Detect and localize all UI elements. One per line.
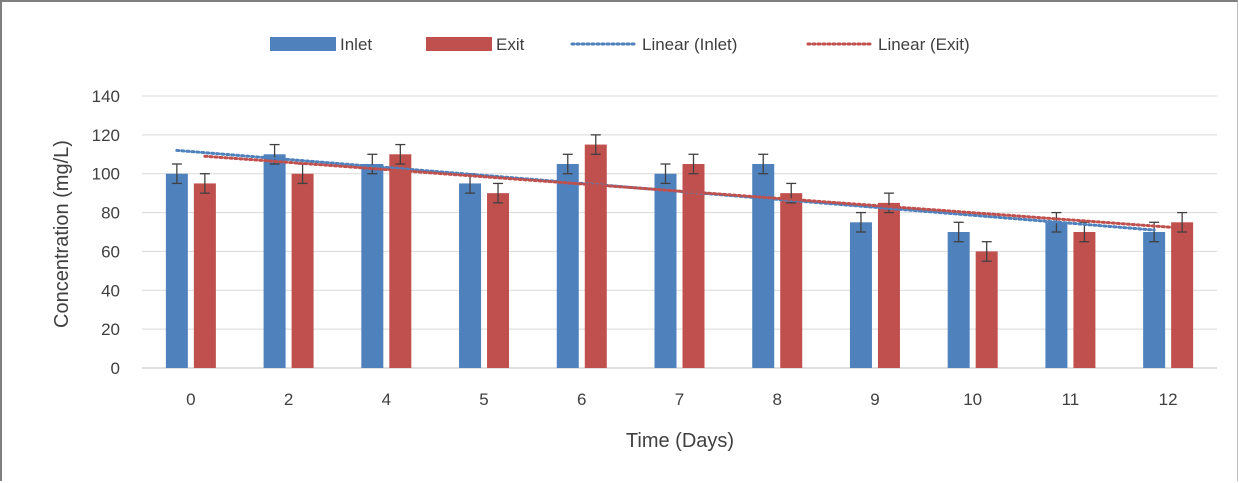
y-tick-label: 60 <box>101 242 120 261</box>
bar-exit <box>193 183 216 368</box>
legend-swatch <box>270 37 336 51</box>
bar-exit <box>877 202 900 368</box>
bar-inlet <box>263 154 286 368</box>
error-bar <box>367 153 378 175</box>
x-tick-label: 8 <box>772 390 781 409</box>
bars <box>165 144 1194 368</box>
legend-label: Exit <box>496 35 525 54</box>
legend-item: Inlet <box>270 35 372 54</box>
bar-inlet <box>556 164 579 368</box>
bar-inlet <box>654 173 677 368</box>
bar-inlet <box>165 173 188 368</box>
error-bars <box>171 134 1188 262</box>
error-bar <box>981 241 992 262</box>
error-bar <box>855 211 866 233</box>
grid-lines <box>142 95 1217 369</box>
error-bar <box>590 134 601 155</box>
legend-label: Linear (Exit) <box>878 35 970 54</box>
bar-exit <box>1073 232 1096 368</box>
y-tick-label: 100 <box>92 165 120 184</box>
legend-label: Inlet <box>340 35 372 54</box>
bar-inlet <box>1045 222 1068 368</box>
legend: Inlet Exit Linear (Inlet) Linear (Exit) <box>270 35 970 54</box>
x-tick-label: 12 <box>1159 390 1178 409</box>
x-tick-label: 0 <box>186 390 195 409</box>
x-axis-ticks: 0 2 4 5 6 7 8 9 10 11 12 <box>186 390 1177 409</box>
bar-inlet <box>947 232 970 368</box>
error-bar <box>199 173 210 194</box>
bar-exit <box>291 173 314 368</box>
y-axis-ticks: 0 20 40 60 80 100 120 140 <box>92 87 120 378</box>
bar-exit <box>780 193 803 368</box>
y-tick-label: 140 <box>92 87 120 106</box>
legend-item: Exit <box>426 35 525 54</box>
x-tick-label: 2 <box>284 390 293 409</box>
bar-inlet <box>849 222 872 368</box>
legend-swatch <box>426 37 492 51</box>
y-tick-label: 80 <box>101 204 120 223</box>
error-bar <box>562 153 573 175</box>
trendlines <box>175 148 1184 232</box>
y-tick-label: 20 <box>101 320 120 339</box>
bar-inlet <box>752 164 775 368</box>
error-bar <box>660 163 671 185</box>
bar-inlet <box>459 183 482 368</box>
y-tick-label: 40 <box>101 281 120 300</box>
y-tick-label: 120 <box>92 126 120 145</box>
error-bar <box>171 163 182 185</box>
bar-exit <box>487 193 510 368</box>
legend-item: Linear (Inlet) <box>570 35 737 54</box>
error-bar <box>758 153 769 175</box>
legend-item: Linear (Exit) <box>806 35 970 54</box>
bar-exit <box>975 251 998 368</box>
bar-exit <box>584 144 607 368</box>
y-axis-title: Concentration (mg/L) <box>51 140 73 328</box>
error-bar <box>1177 211 1188 233</box>
bar-exit <box>389 154 412 368</box>
bar-exit <box>682 164 705 368</box>
y-tick-label: 0 <box>111 359 120 378</box>
bar-inlet <box>361 164 384 368</box>
bar-inlet <box>1143 232 1166 368</box>
error-bar <box>493 182 504 204</box>
x-tick-label: 9 <box>870 390 879 409</box>
x-tick-label: 4 <box>382 390 391 409</box>
x-tick-label: 6 <box>577 390 586 409</box>
x-tick-label: 10 <box>963 390 982 409</box>
x-tick-label: 11 <box>1062 390 1080 409</box>
error-bar <box>395 143 406 165</box>
error-bar <box>953 221 964 243</box>
error-bar <box>688 153 699 175</box>
legend-label: Linear (Inlet) <box>642 35 737 54</box>
x-axis-title: Time (Days) <box>626 430 734 452</box>
x-tick-label: 7 <box>675 390 684 409</box>
x-tick-label: 5 <box>479 390 488 409</box>
trendline-exit <box>203 154 1184 230</box>
bar-exit <box>1171 222 1194 368</box>
